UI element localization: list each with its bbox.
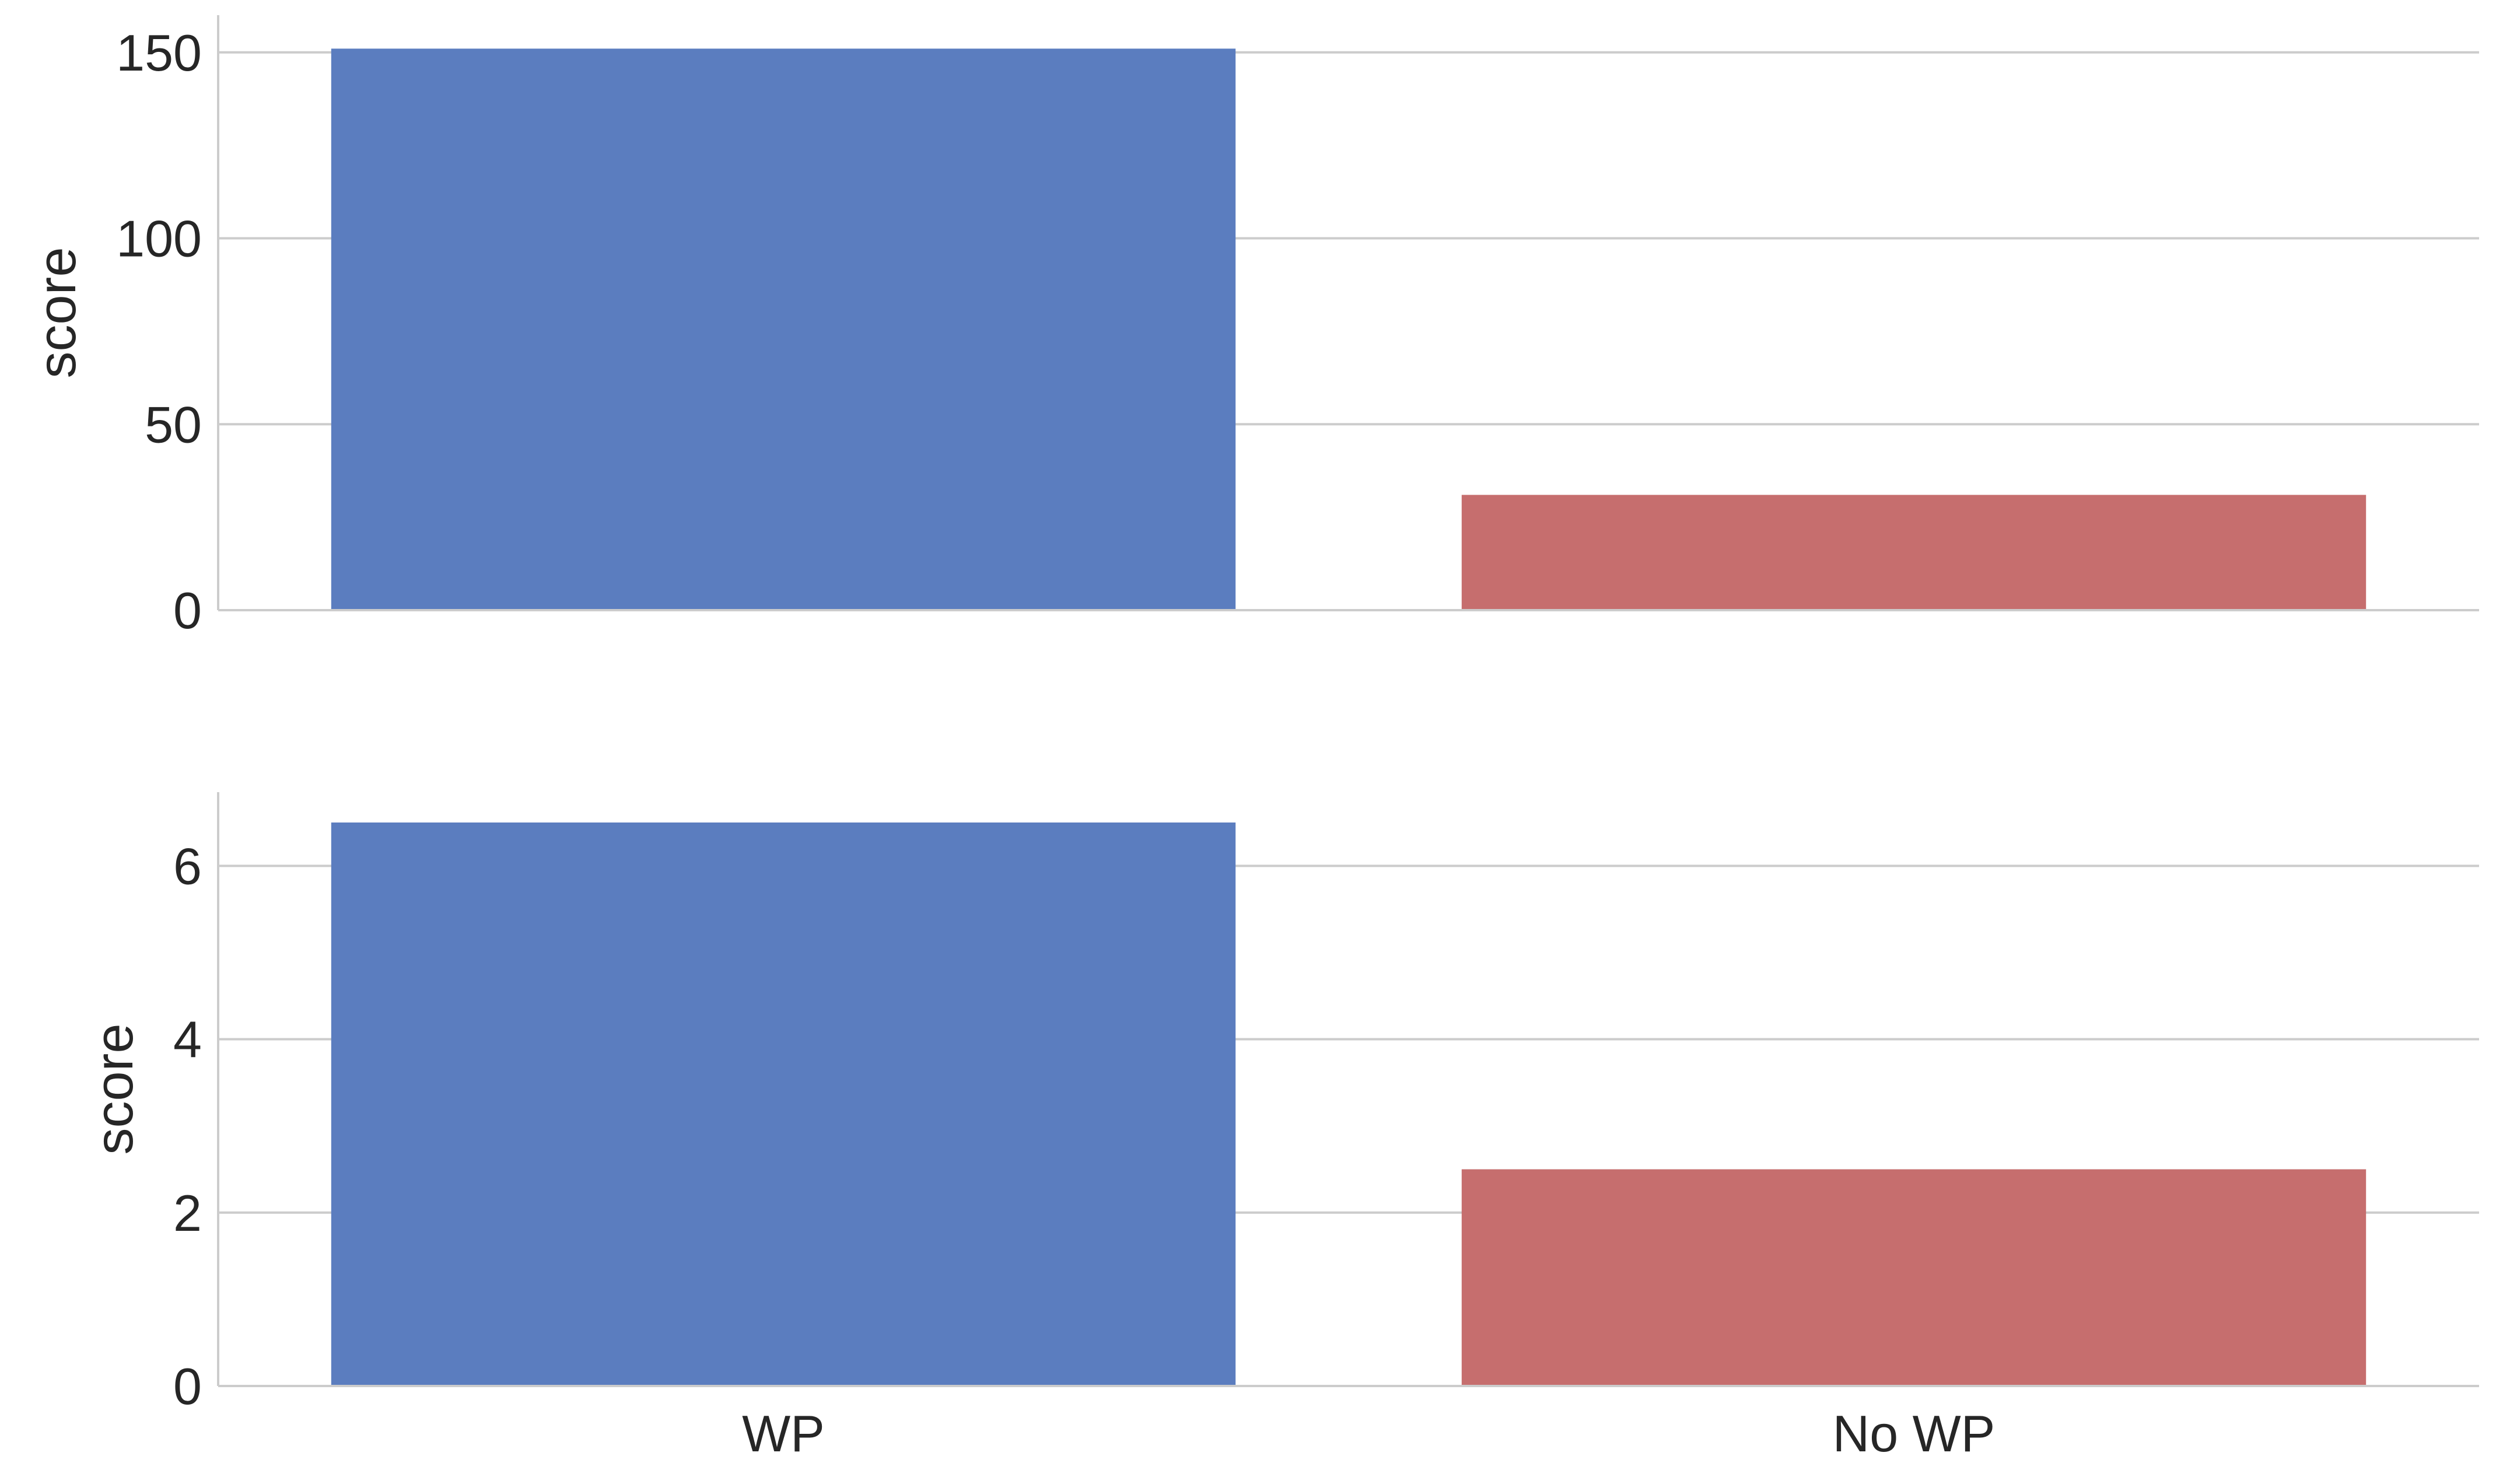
bar-no-wp xyxy=(1461,495,2367,610)
bar-wp xyxy=(331,48,1236,610)
y-tick-label-0: 0 xyxy=(173,582,202,639)
x-tick-label-wp: WP xyxy=(742,1405,825,1462)
y-tick-label-0: 0 xyxy=(173,1357,202,1415)
y-tick-label-3: 150 xyxy=(116,24,202,82)
bottom-bar-chart: 0 2 4 6 score WP No WP xyxy=(85,792,2479,1462)
y-axis-label: score xyxy=(85,1024,144,1155)
y-tick-label-1: 50 xyxy=(145,396,202,453)
y-tick-label-2: 4 xyxy=(173,1011,202,1069)
y-tick-label-3: 6 xyxy=(173,837,202,895)
x-tick-label-no-wp: No WP xyxy=(1833,1405,1996,1462)
y-tick-label-2: 100 xyxy=(116,210,202,268)
y-tick-label-1: 2 xyxy=(173,1184,202,1242)
bar-no-wp xyxy=(1461,1169,2367,1386)
y-axis-label: score xyxy=(27,247,87,379)
bar-wp xyxy=(331,822,1236,1386)
top-bar-chart: 0 50 100 150 score xyxy=(27,15,2479,639)
